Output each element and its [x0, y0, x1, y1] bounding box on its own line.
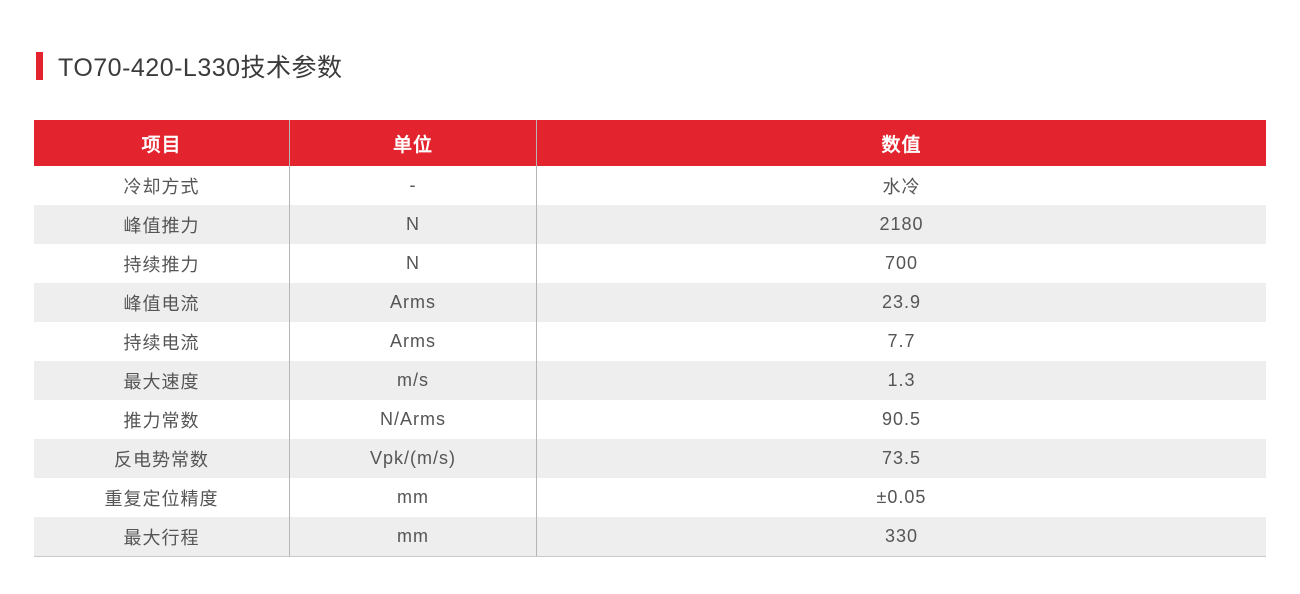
table-cell: ±0.05	[876, 487, 927, 507]
table-row: 冷却方式 - 水冷	[34, 166, 1266, 205]
column-header: 单位	[290, 120, 537, 166]
table-cell: 峰值电流	[34, 283, 290, 322]
table-cell: mm	[290, 478, 537, 517]
table-cell: mm	[290, 517, 537, 556]
table-cell: 推力常数	[34, 400, 290, 439]
table-cell: 持续电流	[34, 322, 290, 361]
table-row: 峰值推力 N 2180	[34, 205, 1266, 244]
table-row: 最大速度 m/s 1.3	[34, 361, 1266, 400]
section-title-block: TO70-420-L330技术参数	[36, 48, 343, 84]
title-accent-bar	[36, 52, 43, 80]
table-cell: 反电势常数	[34, 439, 290, 478]
table-row: 最大行程 mm 330	[34, 517, 1266, 556]
table-cell: 重复定位精度	[34, 478, 290, 517]
spec-table: 项目 单位 数值 冷却方式 - 水冷峰值推力 N 2180 持续推力 N 700 峰值电流 Arms 2…	[34, 120, 1266, 557]
table-row: 持续推力 N 700	[34, 244, 1266, 283]
table-row: 推力常数 N/Arms 90.5	[34, 400, 1266, 439]
table-cell: 峰值推力	[34, 205, 290, 244]
page-title: TO70-420-L330技术参数	[58, 54, 343, 82]
table-cell: N	[290, 244, 537, 283]
column-header: 项目	[34, 120, 290, 166]
table-cell: 73.5	[881, 448, 922, 468]
table-cell: 330	[884, 526, 919, 546]
table-cell: 持续推力	[34, 244, 290, 283]
table-body: 冷却方式 - 水冷峰值推力 N 2180 持续推力 N 700 峰值电流 Arms 23.9 持续电流…	[34, 166, 1266, 556]
table-cell: N	[290, 205, 537, 244]
table-cell: 冷却方式	[34, 166, 290, 205]
table-cell: 2180	[879, 214, 924, 234]
table-cell: -	[290, 166, 537, 205]
table-cell: Arms	[290, 283, 537, 322]
table-row: 反电势常数 Vpk/(m/s) 73.5	[34, 439, 1266, 478]
table-row: 重复定位精度 mm ±0.05	[34, 478, 1266, 517]
table-cell: 1.3	[887, 370, 916, 390]
table-cell: 水冷	[882, 176, 921, 197]
table-cell: 23.9	[881, 292, 922, 312]
table-cell: 90.5	[881, 409, 922, 429]
table-cell: 7.7	[887, 331, 916, 351]
table-cell: N/Arms	[290, 400, 537, 439]
table-row: 峰值电流 Arms 23.9	[34, 283, 1266, 322]
table-row: 持续电流 Arms 7.7	[34, 322, 1266, 361]
table-cell: Arms	[290, 322, 537, 361]
table-cell: 最大速度	[34, 361, 290, 400]
column-header: 数值	[881, 134, 922, 156]
table-cell: m/s	[290, 361, 537, 400]
table-cell: 700	[884, 253, 919, 273]
table-header-row: 项目 单位 数值	[34, 120, 1266, 166]
table-cell: Vpk/(m/s)	[290, 439, 537, 478]
table-cell: 最大行程	[34, 517, 290, 556]
